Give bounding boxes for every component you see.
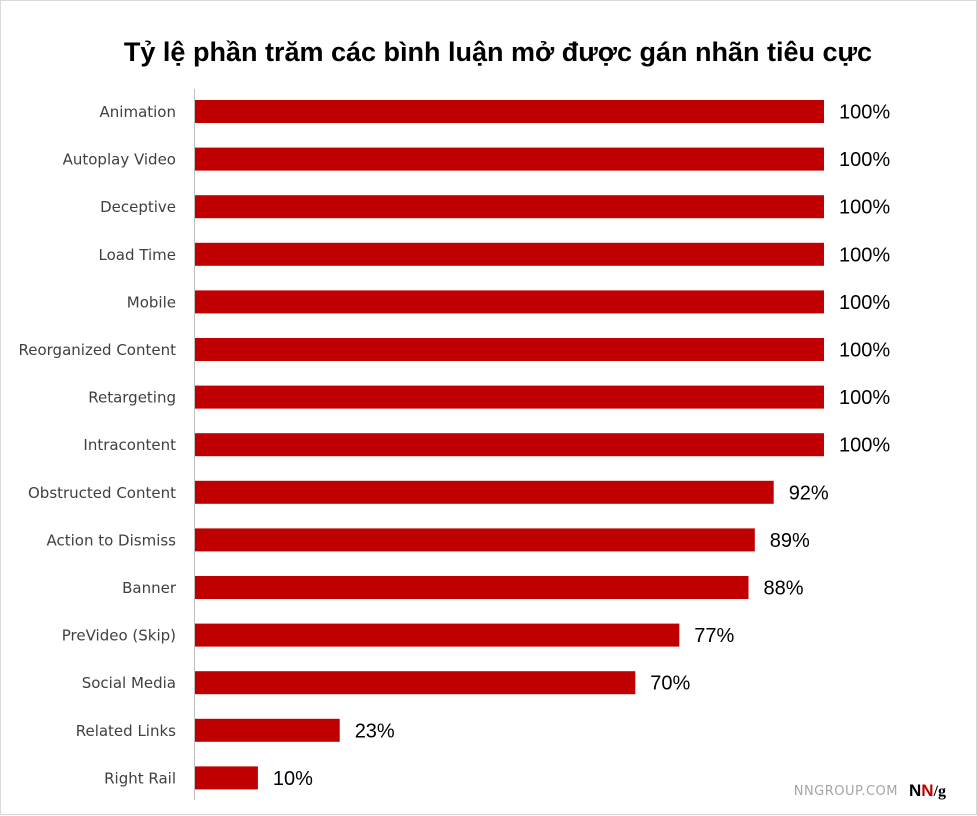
data-label: 100%	[839, 435, 890, 457]
data-label: 89%	[770, 530, 810, 552]
data-label: 10%	[273, 768, 313, 790]
bar	[195, 290, 824, 314]
bar	[195, 195, 824, 219]
category-label: Retargeting	[88, 389, 176, 407]
data-label: 100%	[839, 244, 890, 266]
logo-letter-n1: N	[909, 781, 921, 800]
category-label: Obstructed Content	[28, 484, 176, 502]
data-label: 100%	[839, 340, 890, 362]
data-label: 100%	[839, 387, 890, 409]
bar	[195, 766, 258, 790]
watermark-site-text: NNGROUP.COM	[794, 784, 898, 799]
category-label: PreVideo (Skip)	[62, 627, 176, 645]
category-label: Deceptive	[100, 198, 176, 216]
data-label: 23%	[355, 720, 395, 742]
data-label: 100%	[839, 102, 890, 124]
logo-slash-g: /g	[933, 783, 946, 800]
bar	[195, 480, 774, 504]
chart-title: Tỷ lệ phần trăm các bình luận mở được gá…	[124, 37, 872, 67]
category-labels: Animation Autoplay Video Deceptive Load Tim…	[19, 103, 177, 787]
category-label: Action to Dismiss	[46, 531, 176, 549]
category-label: Right Rail	[104, 769, 176, 787]
category-label: Banner	[122, 579, 177, 597]
nngroup-watermark: NNGROUP.COM NN/g	[794, 781, 946, 800]
bar	[195, 242, 824, 266]
bar	[195, 576, 749, 599]
bar	[195, 385, 824, 409]
bar	[195, 528, 755, 552]
category-label: Autoplay Video	[63, 151, 176, 169]
bar	[195, 433, 824, 457]
bar	[195, 338, 824, 361]
category-label: Load Time	[99, 246, 176, 264]
nng-logo: NN/g	[909, 781, 946, 800]
bar	[195, 100, 824, 123]
data-label: 77%	[694, 625, 734, 647]
category-label: Mobile	[127, 293, 176, 311]
category-label: Intracontent	[83, 436, 176, 454]
category-label: Related Links	[76, 722, 176, 740]
bar	[195, 718, 340, 742]
data-label: 100%	[839, 197, 890, 219]
category-label: Reorganized Content	[19, 341, 177, 359]
bar	[195, 623, 680, 647]
category-label: Social Media	[82, 674, 176, 692]
logo-letter-n2: N	[921, 781, 933, 800]
bars-group	[195, 100, 824, 790]
data-label: 92%	[789, 482, 829, 504]
data-label: 88%	[764, 578, 804, 600]
bar	[195, 147, 824, 171]
data-label: 100%	[839, 292, 890, 314]
data-label: 70%	[650, 673, 690, 695]
category-label: Animation	[100, 103, 176, 121]
data-label: 100%	[839, 149, 890, 171]
value-labels: 100% 100% 100% 100% 100% 100% 100% 100% 92% 89% 88…	[273, 102, 890, 790]
bar	[195, 671, 636, 695]
